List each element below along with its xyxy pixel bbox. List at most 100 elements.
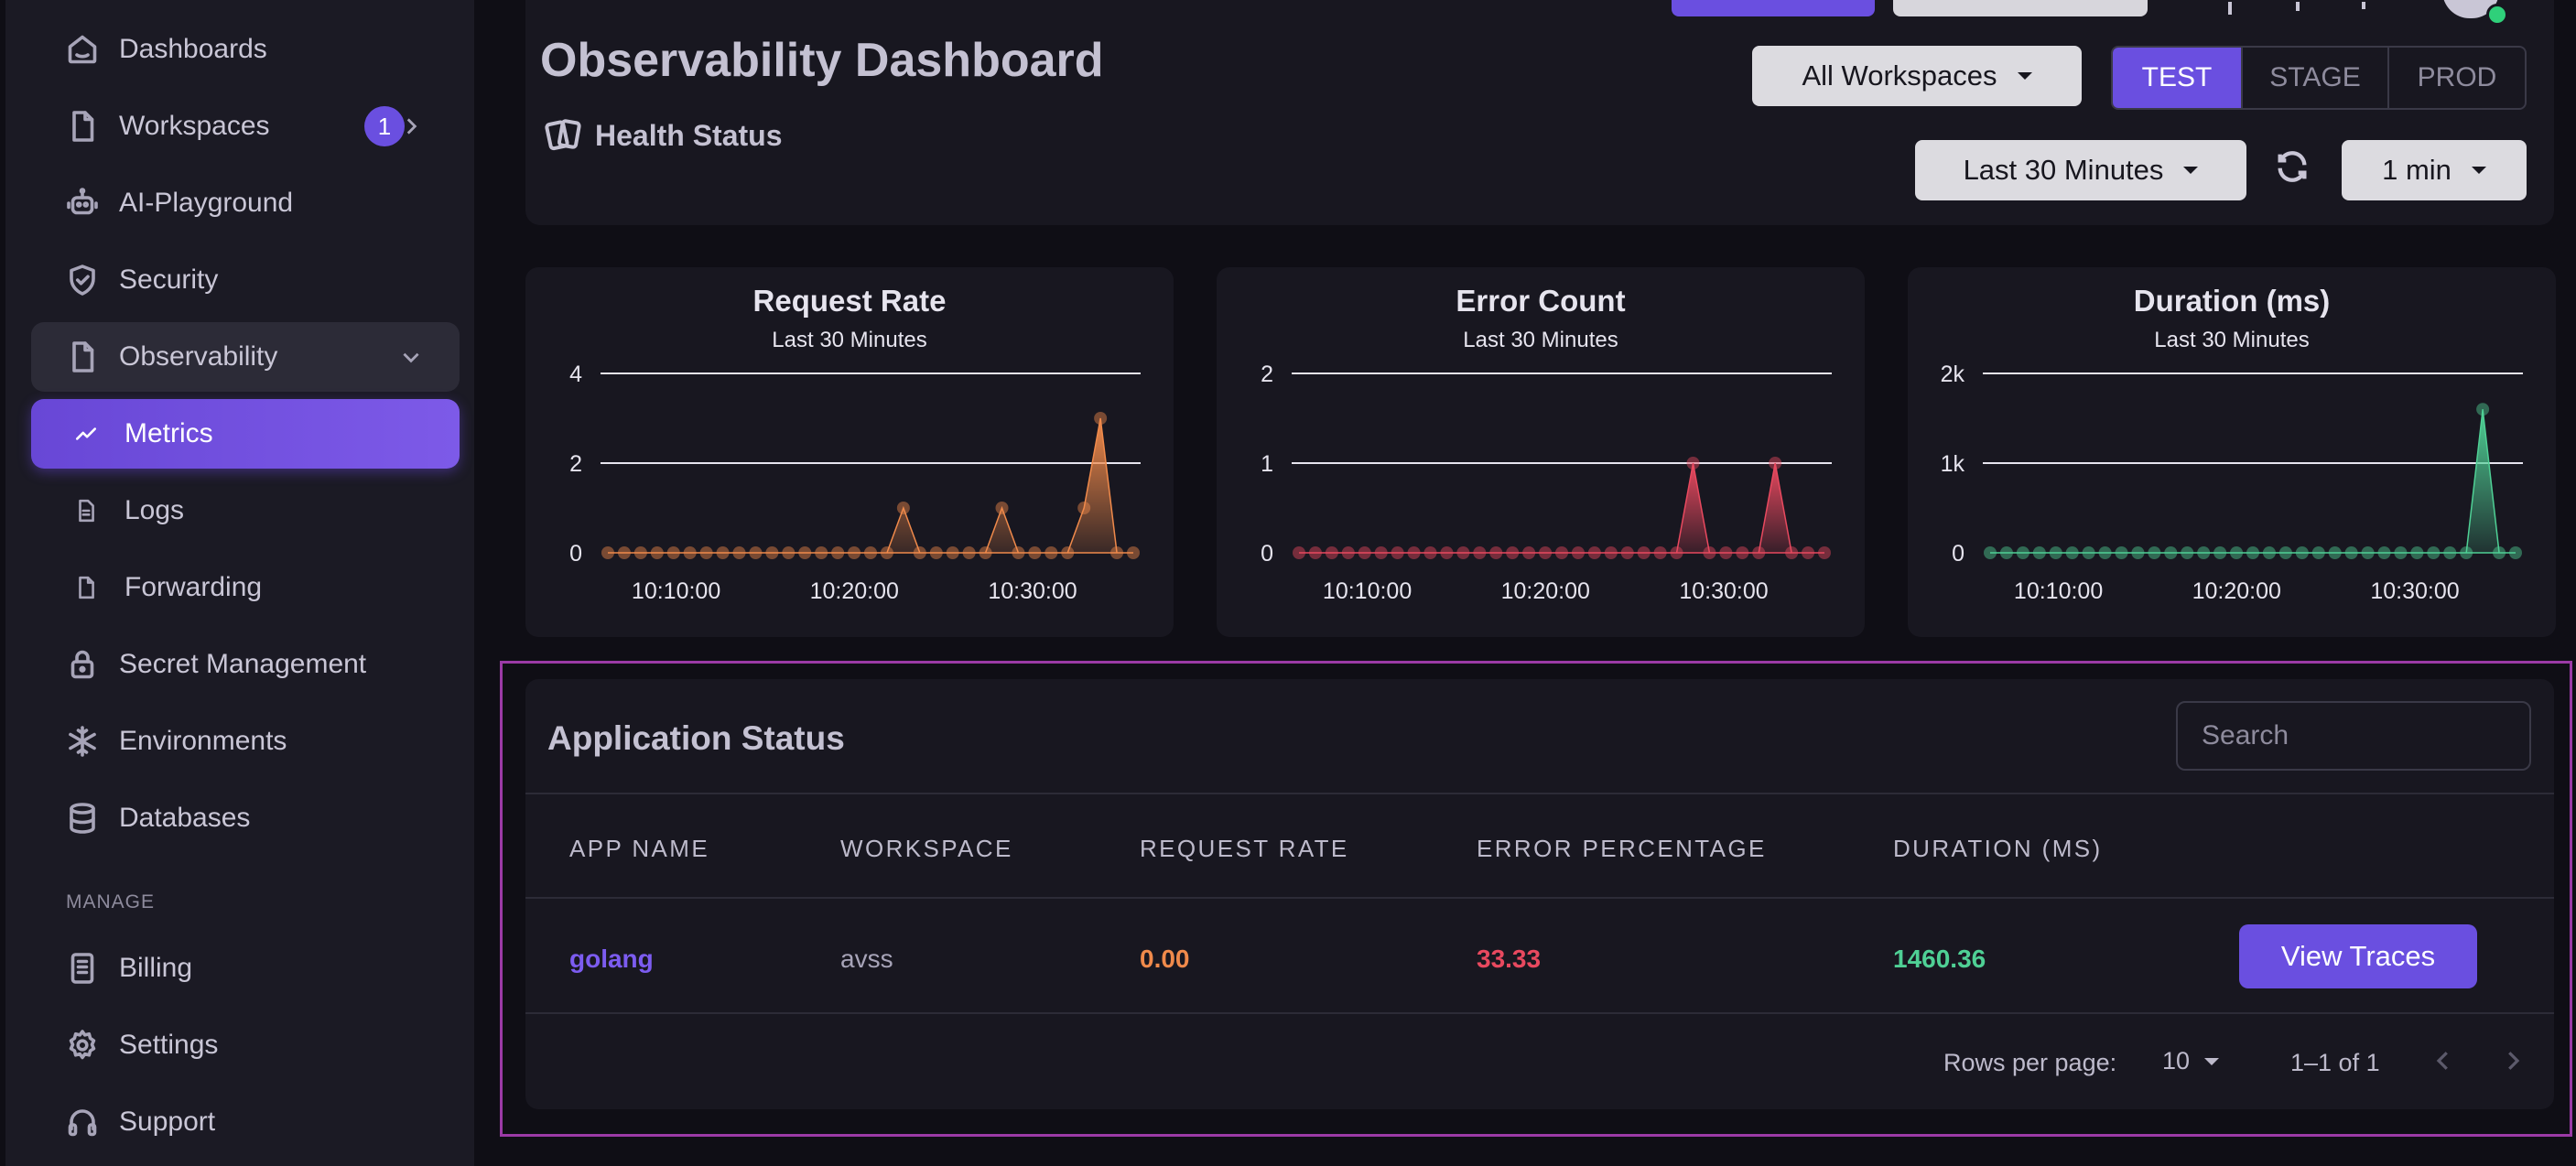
data-point <box>683 546 697 559</box>
data-point <box>1358 546 1371 559</box>
refresh-icon[interactable] <box>2274 148 2314 189</box>
sidebar-item-logs[interactable]: Logs <box>31 476 460 545</box>
sidebar-item-secret-management[interactable]: Secret Management <box>31 630 460 699</box>
tab-test[interactable]: TEST <box>2113 48 2241 108</box>
header-icon-partial[interactable] <box>2228 2 2232 15</box>
data-point <box>2278 546 2292 559</box>
table-divider <box>525 793 2554 794</box>
data-point <box>1391 546 1404 559</box>
data-point <box>1555 546 1568 559</box>
error-count-chart: 0 1 2 10:10:00 10:20:00 10:30:00 <box>1261 362 1832 604</box>
column-header-workspace[interactable]: WORKSPACE <box>840 835 1013 862</box>
app-name-link[interactable]: golang <box>569 945 654 973</box>
sidebar-item-label: Observability <box>119 341 278 372</box>
primary-action-button[interactable] <box>1672 0 1875 16</box>
data-point <box>1293 546 1305 559</box>
data-point <box>2016 546 2029 559</box>
sidebar-item-settings[interactable]: Settings <box>31 1010 460 1080</box>
header-icon-partial[interactable] <box>2296 2 2300 11</box>
data-point <box>1456 546 1470 559</box>
data-point <box>1539 546 1553 559</box>
workspace-select[interactable]: All Workspaces <box>1752 46 2082 106</box>
data-point <box>1110 546 1124 559</box>
data-point <box>1094 412 1108 425</box>
request-rate-chart: 0 2 4 10:10:00 10:20:00 10:30:00 <box>569 362 1141 604</box>
sidebar-item-billing[interactable]: Billing <box>31 934 460 1003</box>
gear-icon <box>64 1027 101 1063</box>
x-tick-label: 10:30:00 <box>988 578 1077 604</box>
data-point <box>1620 546 1634 559</box>
sidebar-item-ai-playground[interactable]: AI-Playground <box>31 168 460 238</box>
sidebar-item-metrics[interactable]: Metrics <box>31 399 460 469</box>
chart-card-duration: Duration (ms) Last 30 Minutes 0 1k 2k 10:10… <box>1908 267 2556 637</box>
sidebar-item-forwarding[interactable]: Forwarding <box>31 553 460 622</box>
data-point <box>2115 546 2128 559</box>
y-tick-label: 2 <box>569 451 582 477</box>
secondary-action-button[interactable] <box>1893 0 2148 16</box>
health-status-label: Health Status <box>595 118 783 152</box>
data-point <box>2164 546 2178 559</box>
data-point <box>2460 546 2473 559</box>
shield-icon <box>64 262 101 298</box>
sidebar-item-dashboards[interactable]: Dashboards <box>31 15 460 84</box>
receipt-icon <box>64 950 101 987</box>
home-icon <box>64 31 101 68</box>
data-point <box>716 546 730 559</box>
data-point <box>2065 546 2079 559</box>
data-point <box>2148 546 2161 559</box>
sidebar-item-observability[interactable]: Observability <box>31 322 460 392</box>
sidebar: Dashboards Workspaces 1 AI-Playground Se… <box>5 0 474 1166</box>
y-tick-label: 4 <box>569 362 582 387</box>
chevron-right-icon[interactable] <box>2499 1047 2528 1076</box>
column-header-app-name[interactable]: APP NAME <box>569 835 710 862</box>
duration-chart: 0 1k 2k 10:10:00 10:20:00 10:30:00 <box>1941 362 2523 604</box>
data-point <box>1785 546 1799 559</box>
column-header-error-percentage[interactable]: ERROR PERCENTAGE <box>1477 835 1767 862</box>
data-point <box>1341 546 1355 559</box>
data-point <box>2493 546 2506 559</box>
workspace-select-value: All Workspaces <box>1802 59 1997 92</box>
data-point <box>1407 546 1421 559</box>
data-point <box>1374 546 1388 559</box>
data-point <box>1308 546 1322 559</box>
sidebar-item-workspaces[interactable]: Workspaces 1 <box>31 92 460 161</box>
data-point <box>2197 546 2211 559</box>
caret-down-icon <box>2017 72 2032 80</box>
x-tick-label: 10:10:00 <box>632 578 720 604</box>
column-header-request-rate[interactable]: REQUEST RATE <box>1140 835 1349 862</box>
rows-per-page-value: 10 <box>2162 1047 2191 1074</box>
data-point <box>1587 546 1601 559</box>
data-point <box>2427 546 2441 559</box>
rows-per-page-select[interactable]: 10 <box>2162 1047 2220 1075</box>
chevron-left-icon[interactable] <box>2430 1047 2459 1076</box>
time-range-select[interactable]: Last 30 Minutes <box>1915 140 2246 200</box>
lock-icon <box>64 646 101 683</box>
data-point <box>765 546 779 559</box>
trend-line-icon <box>71 416 101 452</box>
sidebar-item-support[interactable]: Support <box>31 1087 460 1157</box>
y-tick-label: 0 <box>1261 541 1273 567</box>
x-tick-label: 10:10:00 <box>1323 578 1412 604</box>
cards-icon <box>545 119 581 151</box>
tab-prod[interactable]: PROD <box>2387 48 2525 108</box>
x-tick-label: 10:30:00 <box>1679 578 1768 604</box>
view-traces-button[interactable]: View Traces <box>2239 924 2477 988</box>
column-header-duration[interactable]: DURATION (MS) <box>1893 835 2103 862</box>
header-icon-partial[interactable] <box>2362 2 2365 9</box>
sidebar-item-security[interactable]: Security <box>31 245 460 315</box>
workspaces-count-badge: 1 <box>364 106 405 146</box>
search-input[interactable] <box>2176 701 2531 771</box>
data-point <box>1769 457 1782 470</box>
data-point <box>1473 546 1487 559</box>
avatar[interactable] <box>2442 0 2499 18</box>
tab-stage[interactable]: STAGE <box>2241 48 2387 108</box>
sidebar-item-environments[interactable]: Environments <box>31 707 460 776</box>
table-divider <box>525 1012 2554 1014</box>
data-point <box>1127 546 1140 559</box>
data-point <box>880 546 893 559</box>
refresh-interval-select[interactable]: 1 min <box>2342 140 2527 200</box>
sidebar-item-databases[interactable]: Databases <box>31 783 460 853</box>
data-point <box>2049 546 2062 559</box>
data-point <box>1604 546 1618 559</box>
